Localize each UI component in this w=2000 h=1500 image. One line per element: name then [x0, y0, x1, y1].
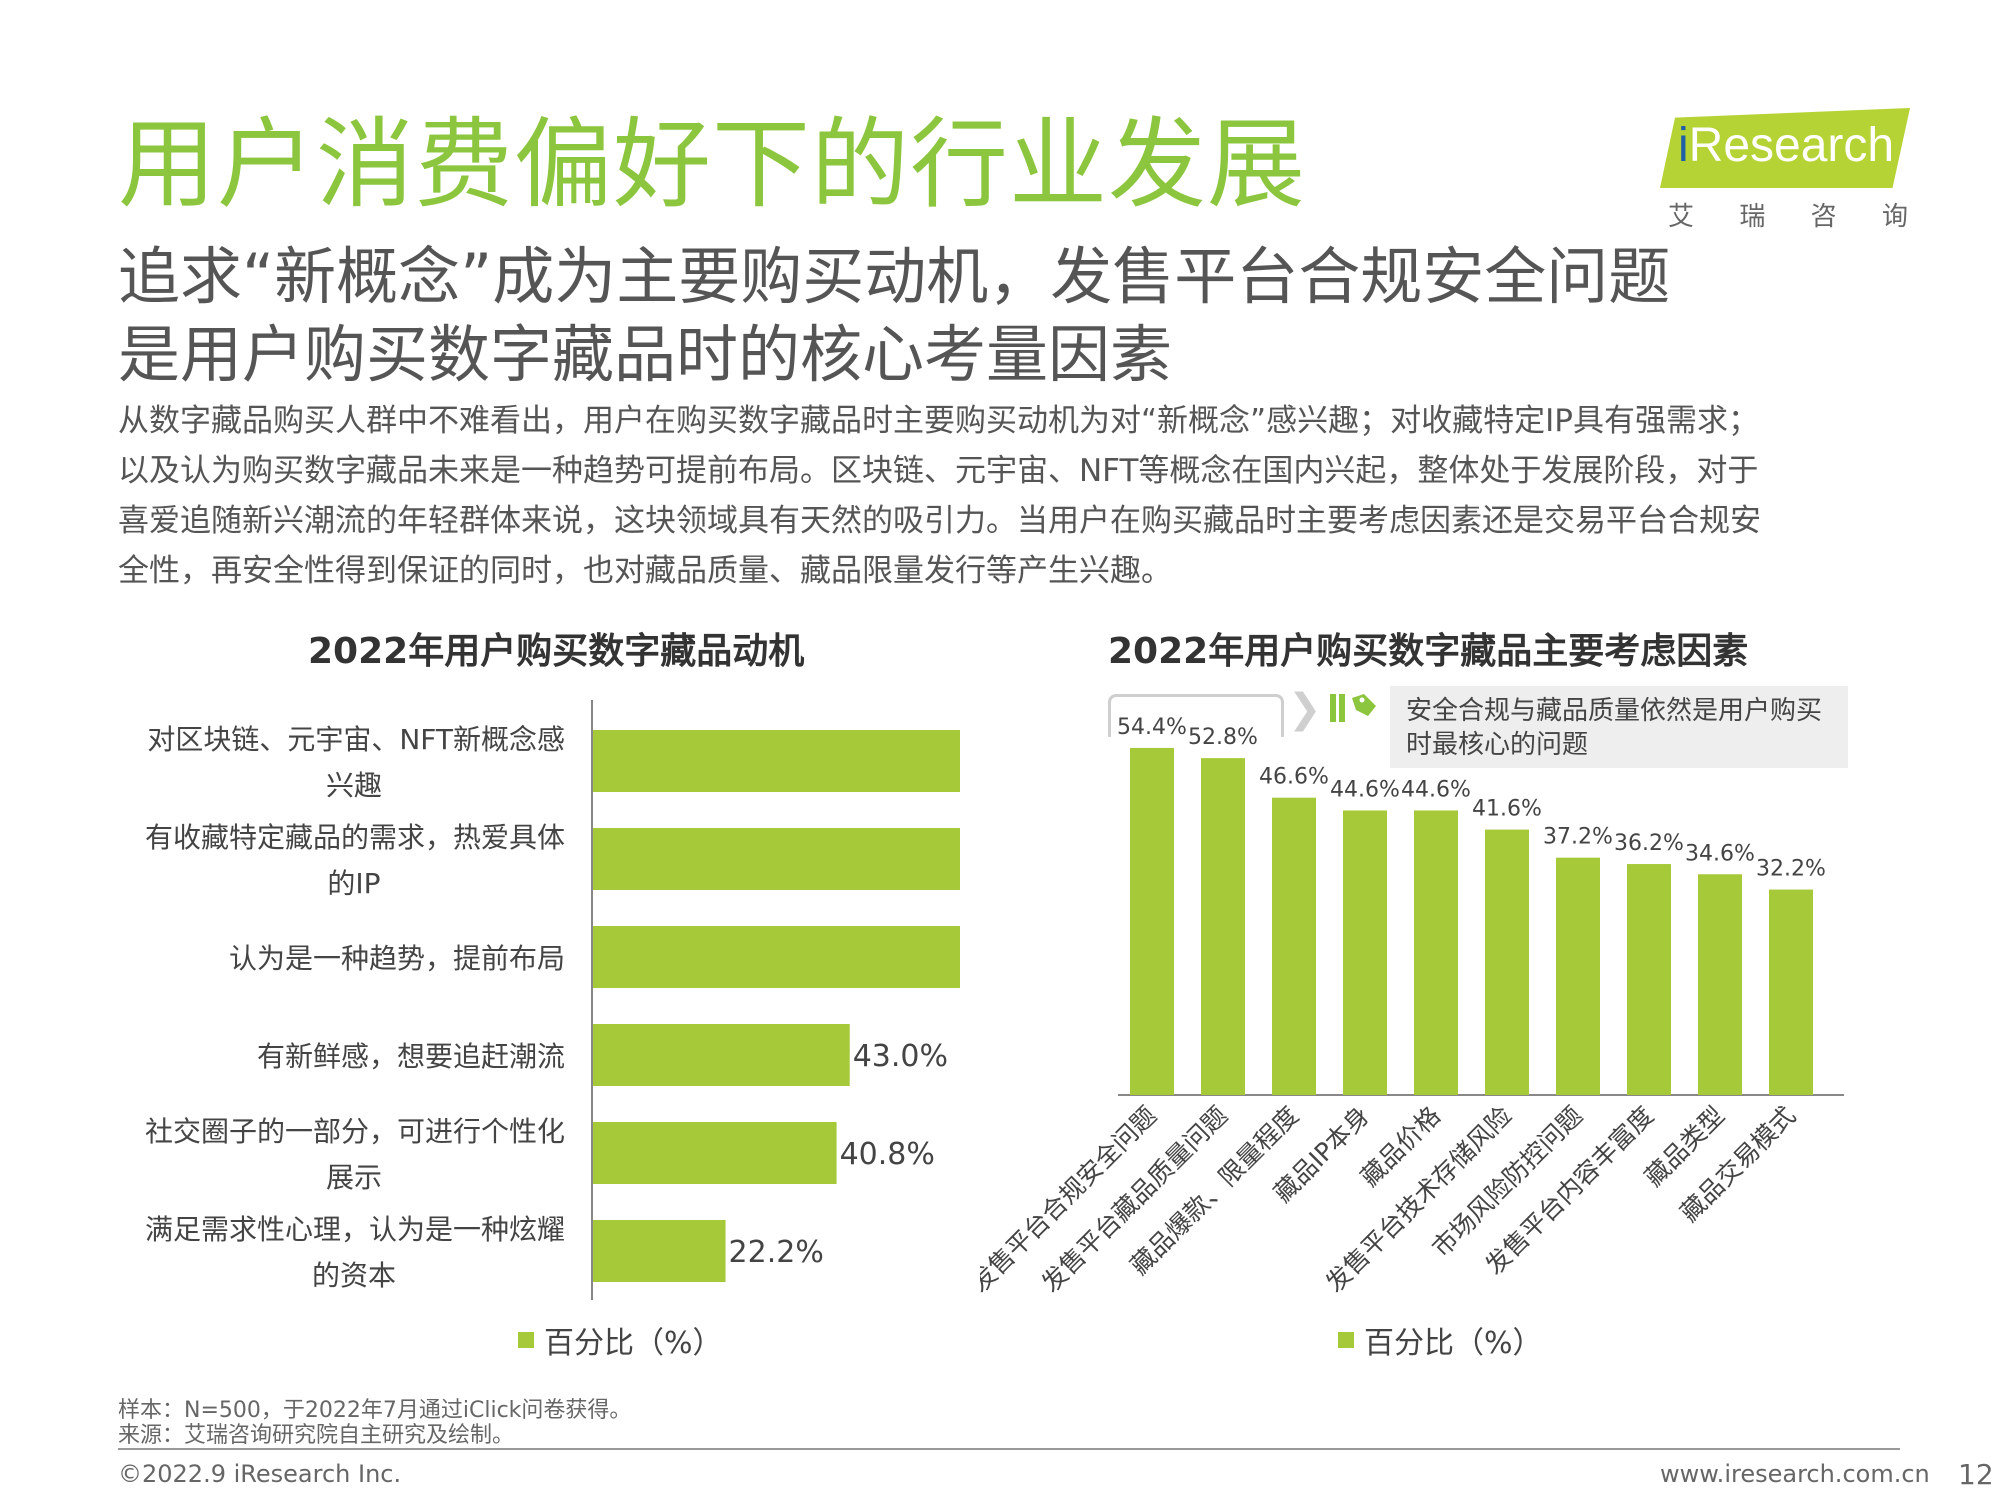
bar	[1201, 758, 1245, 1095]
category-label: 有收藏特定藏品的需求，热爱具体	[145, 821, 565, 854]
bar	[593, 1024, 850, 1086]
description-line: 喜爱追随新兴潮流的年轻群体来说，这块领域具有天然的吸引力。当用户在购买藏品时主要…	[118, 503, 1761, 539]
copyright: ©2022.9 iResearch Inc.	[118, 1460, 402, 1488]
description-line: 从数字藏品购买人群中不难看出，用户在购买数字藏品时主要购买动机为对“新概念”感兴…	[118, 403, 1759, 439]
description-line: 以及认为购买数字藏品未来是一种趋势可提前布局。区块链、元宇宙、NFT等概念在国内…	[118, 453, 1759, 489]
chart-factors-legend: 百分比（%）	[1338, 1318, 1543, 1362]
data-label: 46.6%	[1259, 765, 1329, 790]
category-label: 满足需求性心理，认为是一种炫耀	[145, 1213, 565, 1246]
callout-line-2: 时最核心的问题	[1406, 730, 1589, 760]
data-label: 44.6%	[1330, 777, 1400, 802]
bar	[593, 828, 960, 890]
data-label: 44.6%	[1401, 777, 1471, 802]
chart-factors-title: 2022年用户购买数字藏品主要考虑因素	[1108, 631, 1749, 672]
legend-swatch	[518, 1332, 534, 1348]
legend-swatch	[1338, 1332, 1354, 1348]
category-label: 的IP	[327, 867, 380, 900]
data-label: 34.6%	[1685, 841, 1755, 866]
category-label: 兴趣	[326, 769, 382, 802]
logo-subtitle: 艾 瑞 咨 询	[1668, 202, 1908, 232]
callout: ❯ 安全合规与藏品质量依然是用户购买 时最核心的问题	[1108, 686, 1858, 770]
page-number: 12	[1958, 1458, 1994, 1491]
data-label: 36.2%	[1614, 831, 1684, 856]
footnote: 样本：N=500，于2022年7月通过iClick问卷获得。 来源：艾瑞咨询研究…	[118, 1398, 631, 1448]
category-label: 的资本	[312, 1259, 396, 1292]
bar	[593, 1220, 726, 1282]
iresearch-logo: iResearch 艾 瑞 咨 询	[1660, 108, 1910, 232]
data-label: 37.2%	[1543, 825, 1613, 850]
data-label: 40.8%	[840, 1137, 935, 1172]
chart-motives: 69.4%对区块链、元宇宙、NFT新概念感兴趣69.0%有收藏特定藏品的需求，热…	[145, 700, 960, 1300]
source-note: 来源：艾瑞咨询研究院自主研究及绘制。	[118, 1423, 515, 1448]
description-paragraph: 从数字藏品购买人群中不难看出，用户在购买数字藏品时主要购买动机为对“新概念”感兴…	[118, 396, 1918, 596]
callout-text-box: 安全合规与藏品质量依然是用户购买 时最核心的问题	[1390, 686, 1848, 768]
data-label: 41.6%	[1472, 797, 1542, 822]
footer-divider	[118, 1448, 1900, 1450]
bar	[1769, 889, 1813, 1095]
website-link[interactable]: www.iresearch.com.cn	[1660, 1460, 1930, 1488]
data-label: 52.8%	[1188, 725, 1258, 750]
category-label: 有新鲜感，想要追赶潮流	[257, 1040, 565, 1073]
sample-note: 样本：N=500，于2022年7月通过iClick问卷获得。	[118, 1398, 632, 1423]
bar	[1627, 864, 1671, 1095]
bar	[1698, 874, 1742, 1095]
bar	[1130, 747, 1174, 1095]
category-label: 对区块链、元宇宙、NFT新概念感	[147, 723, 565, 756]
data-label: 43.0%	[853, 1039, 948, 1074]
bar	[1272, 797, 1316, 1095]
page-title: 用户消费偏好下的行业发展	[118, 108, 1307, 222]
bar	[1556, 857, 1600, 1095]
page-subtitle: 追求“新概念”成为主要购买动机，发售平台合规安全问题 是用户购买数字藏品时的核心…	[118, 238, 1918, 394]
bar	[593, 730, 960, 792]
chevron-right-icon: ❯	[1288, 686, 1322, 732]
bar	[593, 926, 960, 988]
logo-banner	[1660, 108, 1910, 188]
subtitle-line-2: 是用户购买数字藏品时的核心考量因素	[118, 318, 1173, 391]
data-label: 54.4%	[1117, 715, 1187, 740]
category-label: 展示	[326, 1161, 382, 1194]
subtitle-line-1: 追求“新概念”成为主要购买动机，发售平台合规安全问题	[118, 240, 1671, 313]
callout-line-1: 安全合规与藏品质量依然是用户购买	[1406, 696, 1823, 726]
bar	[1414, 810, 1458, 1095]
chart-motives-title: 2022年用户购买数字藏品动机	[308, 631, 805, 672]
chart-factors: 54.4%发售平台合规安全问题52.8%发售平台藏品质量问题46.6%藏品爆款、…	[980, 715, 1844, 1298]
chart-motives-legend: 百分比（%）	[518, 1318, 723, 1362]
category-label: 认为是一种趋势，提前布局	[229, 942, 565, 975]
description-line: 全性，再安全性得到保证的同时，也对藏品质量、藏品限量发行等产生兴趣。	[118, 553, 1172, 589]
bar	[1485, 829, 1529, 1095]
data-label: 32.2%	[1756, 857, 1826, 882]
tag-icon	[1330, 694, 1376, 722]
legend-label: 百分比（%）	[544, 1326, 723, 1361]
callout-bracket	[1108, 694, 1284, 737]
data-label: 22.2%	[729, 1235, 824, 1270]
legend-label: 百分比（%）	[1364, 1326, 1543, 1361]
bar	[593, 1122, 837, 1184]
bar	[1343, 810, 1387, 1095]
logo-wordmark: iResearch	[1678, 119, 1895, 172]
category-label: 社交圈子的一部分，可进行个性化	[145, 1115, 565, 1148]
